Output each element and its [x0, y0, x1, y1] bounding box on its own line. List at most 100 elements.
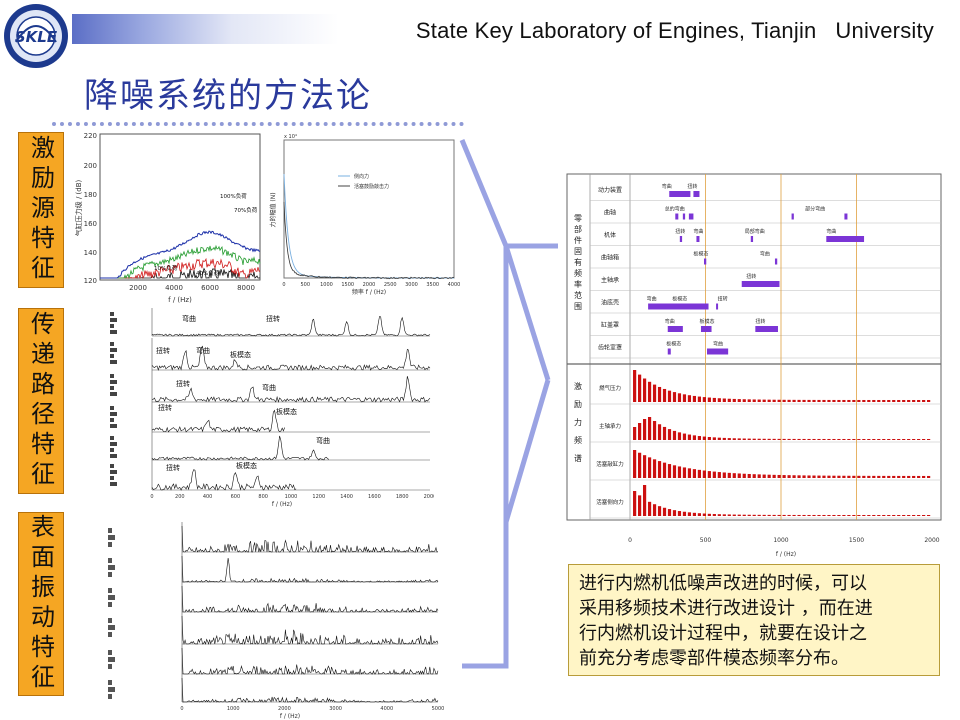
c3-xticks: 0 200 400 600 800 1000 1200 1400 1600 1800 2000: [150, 494, 434, 500]
rc-spectrum-bar: [642, 485, 647, 516]
info-box: 进行内燃机低噪声改进的时候，可以 采用移频技术进行改进设计 ，而在进 行内燃机设…: [568, 564, 940, 676]
rc-spectrum-bar: [887, 475, 891, 478]
c4-row-trace: [181, 555, 439, 583]
rc-spectrum-bar: [802, 399, 806, 402]
rc-spectrum-bar: [842, 438, 846, 440]
rc-spectrum-bar: [922, 438, 926, 440]
rc-spectrum-bar: [722, 437, 726, 440]
rc-spectrum-bar: [747, 514, 751, 516]
c3-annot-11: 板模态: [236, 461, 257, 470]
rc-mode-bar: [703, 258, 707, 265]
rc-mode-label: 扭转: [755, 318, 765, 325]
c1-ylabel: 气缸压力级 / (dB): [74, 179, 83, 236]
rc-spectrum-bar: [772, 438, 776, 440]
rc-spectrum-bar: [662, 388, 667, 402]
rc-spectrum-bar: [732, 398, 736, 402]
rc-mode-bar: [716, 303, 719, 310]
rc-spectrum-bar: [842, 399, 846, 402]
rc-spectrum-bar: [692, 435, 697, 440]
c4-row-label-glyph: [108, 565, 115, 570]
c3-annot-6: 弯曲: [262, 383, 276, 392]
rc-component-label: 曲轴: [604, 209, 616, 217]
rc-spectrum-bar: [827, 475, 831, 478]
label-excitation-source: 激励源特征: [18, 132, 64, 288]
rc-spectrum-bar: [747, 438, 751, 440]
rc-mode-bar: [667, 348, 671, 355]
c3-row-trace: [151, 345, 431, 372]
c3-row-label-glyph: [110, 312, 114, 316]
rc-spectrum-bar: [847, 475, 851, 478]
c1-ytick-1: 200: [84, 162, 97, 170]
c3-row-label-glyph: [110, 470, 117, 474]
c3-row-label-glyph: [110, 406, 114, 410]
rc-spectrum-bar: [782, 475, 786, 478]
c4-row-trace: [181, 585, 439, 613]
rc-spectrum-bar: [687, 434, 692, 440]
header-text: State Key Laboratory of Engines, Tianjin…: [415, 18, 934, 43]
rc-spectrum-bar: [787, 399, 791, 402]
c1-ytick-5: 120: [84, 277, 97, 285]
rc-component-label: 曲轴箱: [601, 254, 619, 262]
rc-spectrum-bar: [927, 514, 931, 516]
c4-xtick: 3000: [329, 706, 342, 712]
rc-spectrum-bar: [802, 514, 806, 516]
rc-spectrum-bar: [822, 475, 826, 478]
rc-spectrum-bar: [742, 514, 746, 516]
rc-spectrum-bar: [777, 514, 781, 516]
label-surface-vibration: 表面振动特征: [18, 512, 64, 696]
rc-spectrum-bar: [722, 398, 726, 402]
rc-mode-label: 弯曲: [662, 183, 672, 190]
c3-annot-1: 扭转: [266, 314, 280, 323]
c4-xtick: 2000: [278, 706, 291, 712]
rc-spectrum-bar: [922, 514, 926, 516]
info-line-3: 行内燃机设计过程中，就要在设计之: [579, 623, 867, 644]
rc-spectrum-bar: [807, 514, 811, 516]
rc-spectrum-bar: [792, 475, 796, 478]
rc-spectrum-bar: [837, 438, 841, 440]
rc-force-label: 活塞侧向力: [596, 498, 624, 506]
rc-spectrum-bar: [737, 473, 741, 478]
c1-ytick-0: 220: [84, 132, 97, 140]
rc-spectrum-bar: [787, 475, 791, 478]
rc-mode-label: 局部弯曲: [745, 228, 765, 235]
c3-xtick: 800: [258, 494, 268, 500]
rc-mode-label: 扭转: [675, 228, 685, 235]
rc-spectrum-bar: [842, 475, 846, 478]
label-transfer-path-text: 传递路径特征: [26, 311, 55, 491]
rc-mode-bar: [826, 236, 865, 242]
c4-row-label-glyph: [108, 572, 112, 577]
rc-spectrum-bar: [633, 450, 637, 478]
rc-spectrum-bar: [912, 475, 916, 478]
rc-spectrum-bar: [712, 514, 716, 516]
c3-row-label-glyph: [110, 424, 117, 428]
rc-spectrum-bar: [887, 438, 891, 440]
rc-spectrum-bar: [707, 471, 711, 478]
rc-spectrum-bar: [687, 512, 692, 516]
rc-spectrum-bar: [902, 438, 906, 440]
rc-xtick: 500: [700, 537, 712, 544]
rc-mode-bar: [791, 213, 794, 220]
c2-xtick: 1000: [320, 282, 333, 288]
rc-spectrum-bar: [832, 475, 836, 478]
rc-spectrum-bar: [882, 475, 886, 478]
rc-spectrum-bar: [827, 514, 831, 516]
c3-row-label-glyph: [110, 386, 114, 390]
rc-spectrum-bar: [767, 474, 771, 478]
rc-spectrum-bar: [867, 438, 871, 440]
c4-row-label-glyph: [108, 595, 115, 600]
rc-spectrum-bar: [652, 420, 657, 440]
rc-spectrum-bar: [687, 468, 692, 478]
cylinder-pressure-chart: 220 200 180 160 140 120 2000 4000 6000 8…: [74, 132, 261, 304]
rc-spectrum-bar: [682, 467, 687, 478]
c4-rows: [108, 522, 439, 703]
rc-spectrum-bar: [672, 465, 677, 478]
c1-xlabel: f / (Hz): [168, 296, 192, 304]
rc-spectrum-bar: [822, 438, 826, 440]
rc-spectrum-bar: [857, 399, 861, 402]
rc-spectrum-bar: [647, 381, 652, 402]
c3-row-label-glyph: [110, 476, 114, 480]
rc-spectrum-bar: [847, 438, 851, 440]
c2-legend-piston: 活塞鼓励敲击力: [354, 183, 389, 190]
rc-spectrum-bar: [897, 514, 901, 516]
